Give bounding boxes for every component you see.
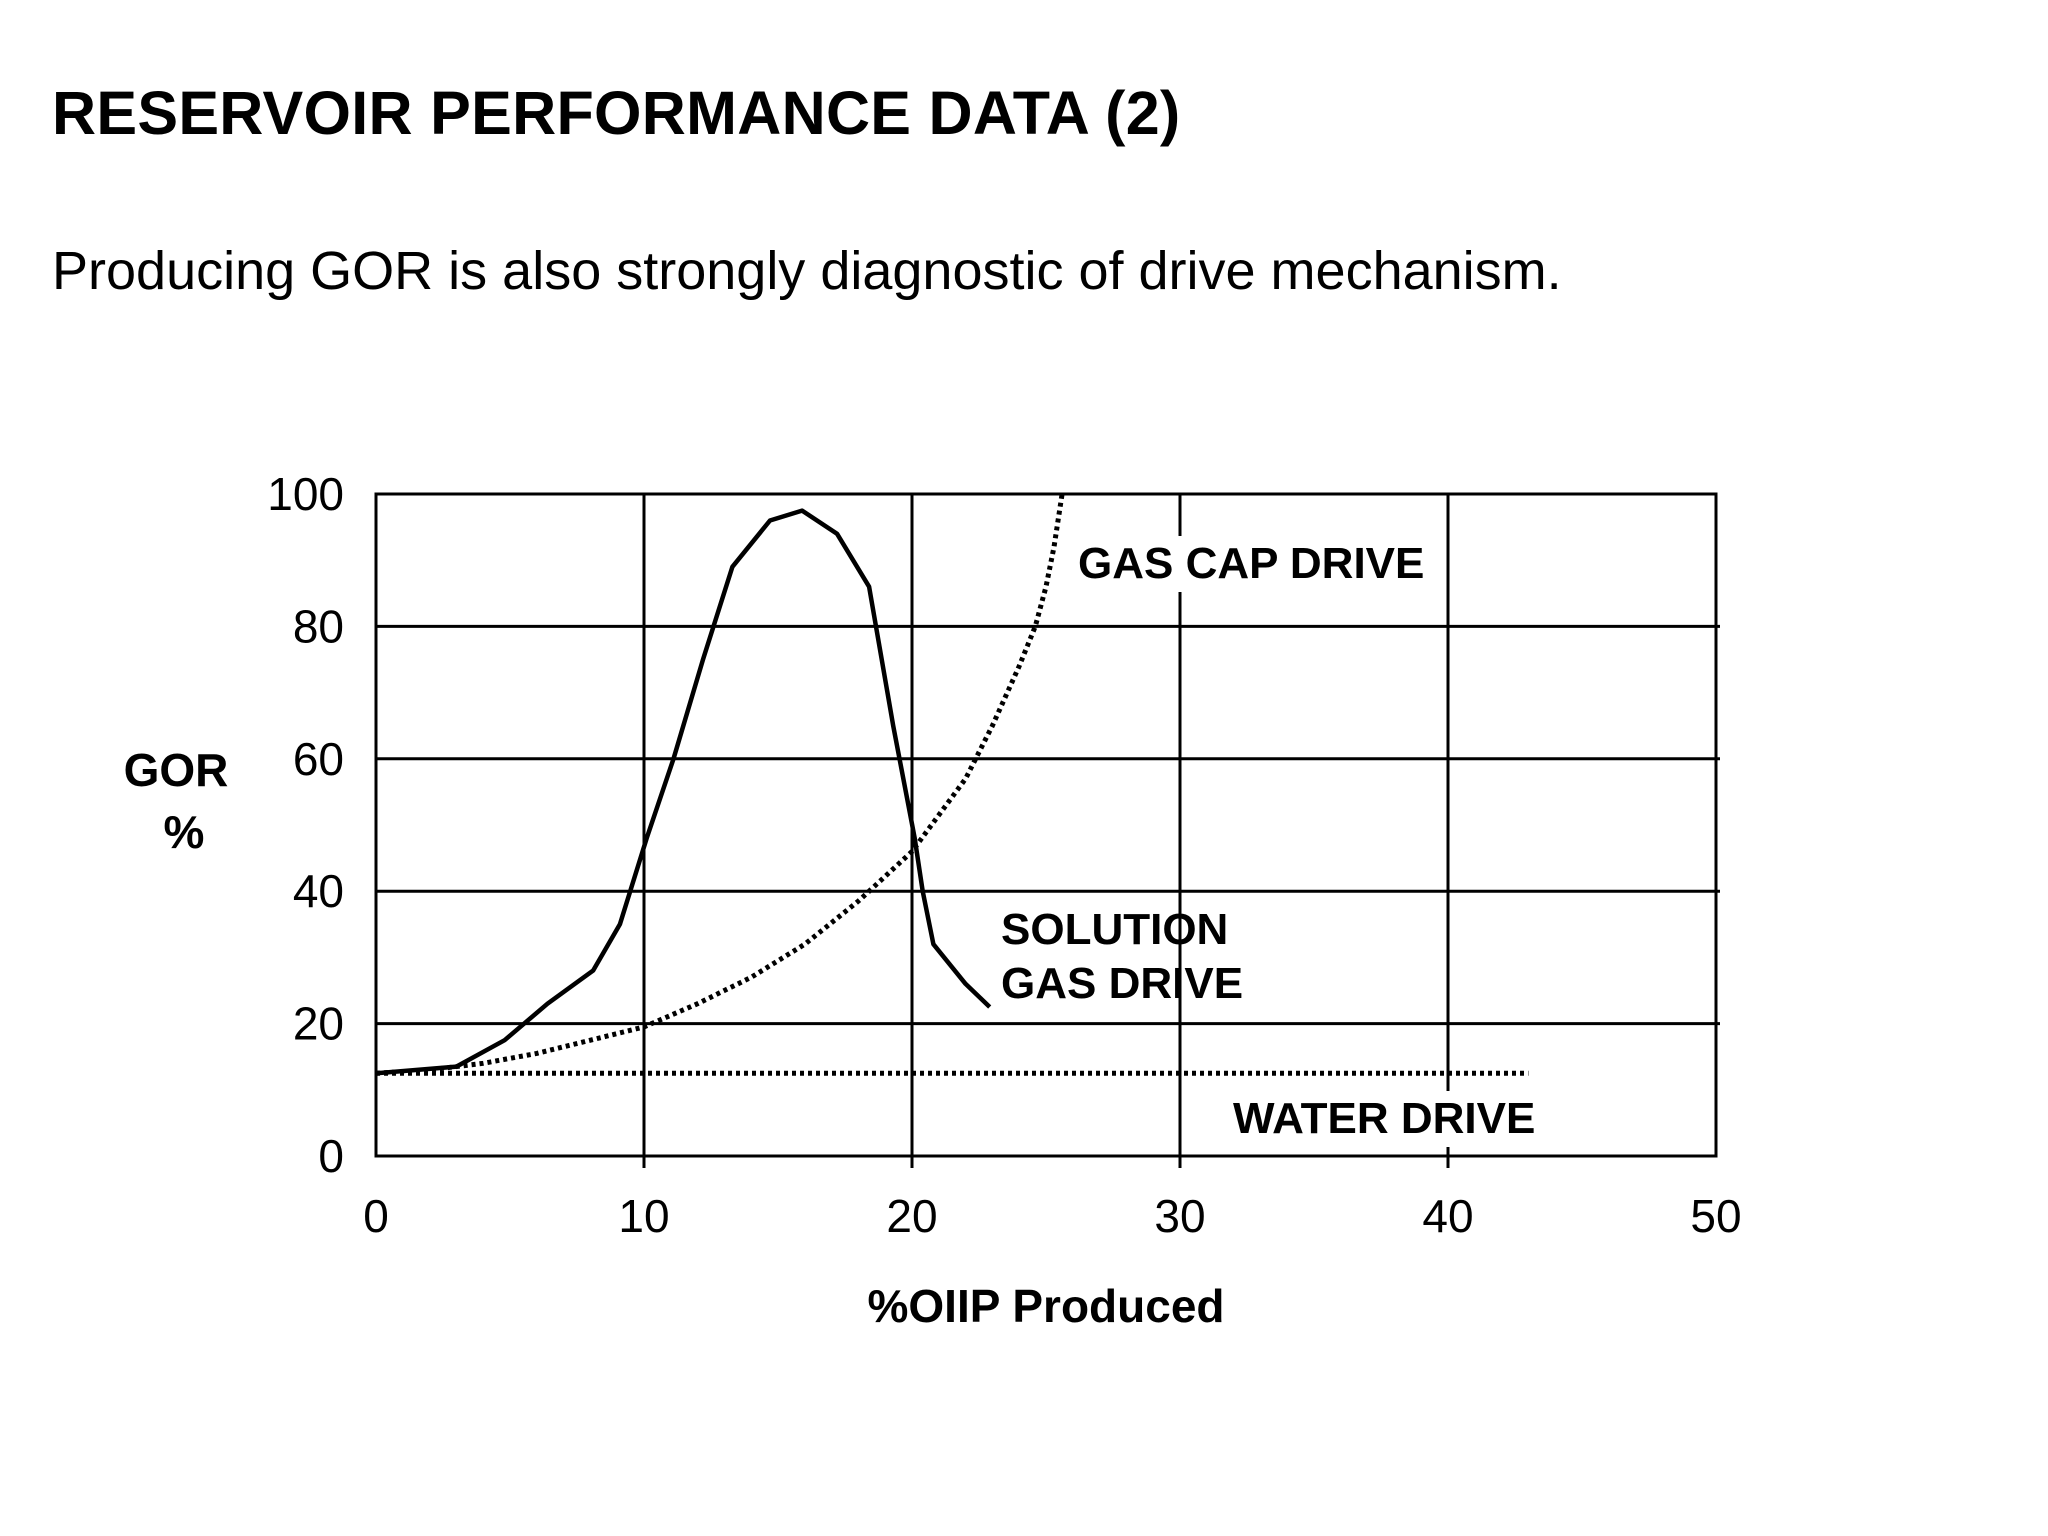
y-tick-label: 40 — [293, 865, 344, 917]
series-label: GAS DRIVE — [1001, 959, 1243, 1008]
y-tick-label: 0 — [318, 1130, 344, 1182]
series-label-background — [1223, 1091, 1593, 1147]
x-axis-title: %OIIP Produced — [867, 1280, 1224, 1332]
x-tick-label: 40 — [1422, 1190, 1473, 1242]
series-line-gas-cap-drive — [375, 493, 1065, 1076]
y-tick-label: 80 — [293, 600, 344, 652]
series-label: SOLUTION — [1001, 905, 1228, 954]
grid-lines — [376, 494, 1720, 1168]
series-line-solution-gas-drive — [375, 508, 992, 1076]
series-label: GAS CAP DRIVE — [1078, 539, 1424, 588]
x-tick-label: 20 — [886, 1190, 937, 1242]
y-tick-label: 100 — [267, 468, 344, 520]
page-title: RESERVOIR PERFORMANCE DATA (2) — [52, 79, 1181, 147]
series-label: WATER DRIVE — [1233, 1094, 1535, 1143]
y-axis-title-line-1: GOR — [124, 744, 229, 796]
y-axis-title-line-2: % — [164, 806, 205, 858]
series-label-background — [1068, 536, 1438, 592]
x-tick-label: 10 — [618, 1190, 669, 1242]
y-tick-label: 20 — [293, 998, 344, 1050]
plot-frame — [374, 492, 1718, 1158]
y-tick-label: 60 — [293, 733, 344, 785]
series-lines — [375, 493, 1529, 1076]
slide-subtitle: Producing GOR is also strongly diagnosti… — [52, 241, 1562, 301]
x-tick-label: 50 — [1690, 1190, 1741, 1242]
x-tick-label: 0 — [363, 1190, 389, 1242]
tick-labels: 0 10 20 30 40 50 0 20 40 60 80 100 — [267, 468, 1741, 1242]
x-tick-label: 30 — [1154, 1190, 1205, 1242]
series-labels: SOLUTION GAS DRIVE GAS CAP DRIVE WATER DRIV… — [1001, 536, 1593, 1147]
